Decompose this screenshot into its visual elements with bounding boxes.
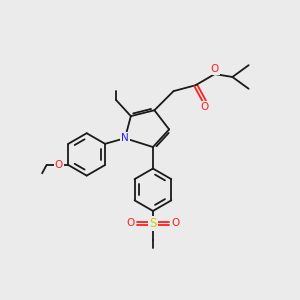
- Text: O: O: [172, 218, 180, 228]
- Text: N: N: [121, 133, 129, 143]
- Text: O: O: [126, 218, 134, 228]
- Text: O: O: [211, 64, 219, 74]
- Text: O: O: [200, 102, 208, 112]
- Text: O: O: [55, 160, 63, 170]
- Text: S: S: [149, 217, 157, 230]
